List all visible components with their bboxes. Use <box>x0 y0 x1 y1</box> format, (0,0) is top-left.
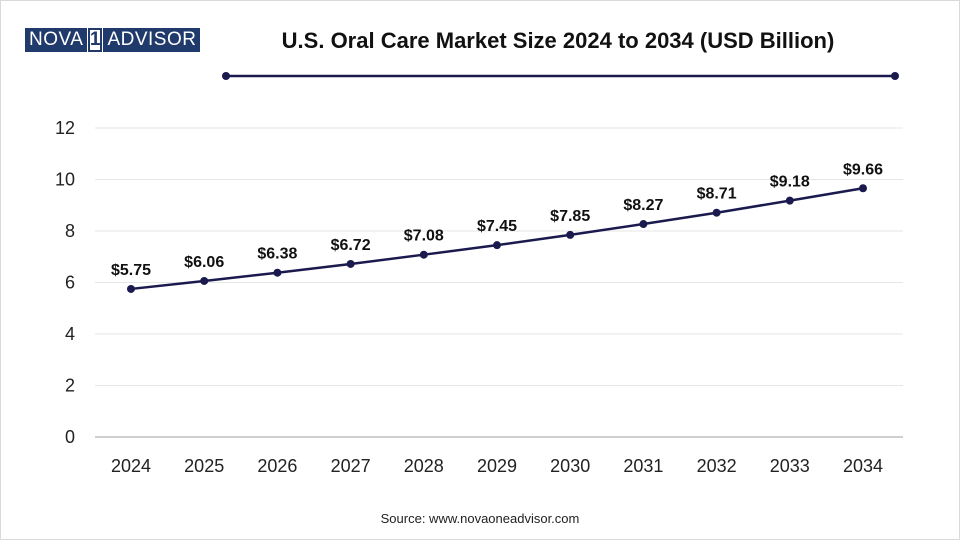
logo-text-left: NOVA <box>25 28 88 52</box>
x-tick-label: 2028 <box>404 456 444 476</box>
chart-title: U.S. Oral Care Market Size 2024 to 2034 … <box>281 28 835 53</box>
logo-text-right: ADVISOR <box>103 28 201 52</box>
x-tick-label: 2030 <box>550 456 590 476</box>
data-point <box>200 276 209 285</box>
data-point <box>493 241 501 250</box>
data-point <box>346 259 355 268</box>
data-label: $9.66 <box>843 161 883 178</box>
series-line <box>130 187 864 291</box>
logo-text-middle: 1 <box>88 28 103 52</box>
data-point <box>273 268 282 277</box>
data-point <box>127 284 135 293</box>
data-label: $8.27 <box>623 197 663 214</box>
x-tick-label: 2032 <box>697 456 737 476</box>
x-tick-label: 2027 <box>331 456 371 476</box>
data-label: $6.06 <box>184 254 224 271</box>
x-tick-label: 2031 <box>623 456 663 476</box>
y-tick-label: 4 <box>65 324 75 344</box>
data-point <box>785 196 794 205</box>
x-tick-label: 2033 <box>770 456 810 476</box>
brand-logo: NOVA 1 ADVISOR <box>25 28 201 52</box>
y-tick-label: 8 <box>65 221 75 241</box>
source-note: Source: www.novaoneadvisor.com <box>380 511 580 526</box>
x-tick-label: 2024 <box>111 456 151 476</box>
data-point <box>712 208 721 217</box>
y-tick-label: 12 <box>55 118 75 138</box>
y-tick-label: 2 <box>65 376 75 396</box>
data-label: $7.85 <box>550 208 590 225</box>
legend-marker-start <box>222 72 230 80</box>
y-tick-label: 10 <box>55 170 75 190</box>
x-tick-label: 2029 <box>477 456 517 476</box>
x-tick-label: 2026 <box>257 456 297 476</box>
x-tick-label: 2025 <box>184 456 224 476</box>
data-point <box>566 230 575 239</box>
legend-marker-end <box>891 72 899 80</box>
data-point <box>639 220 648 229</box>
data-label: $9.18 <box>770 174 810 191</box>
data-label: $5.75 <box>111 262 151 279</box>
y-tick-label: 0 <box>65 427 75 447</box>
data-label: $7.45 <box>477 218 517 235</box>
data-point <box>419 250 428 259</box>
x-tick-label: 2034 <box>843 456 883 476</box>
data-point <box>859 184 867 193</box>
data-label: $6.72 <box>331 237 371 254</box>
y-tick-label: 6 <box>65 273 75 293</box>
data-label: $8.71 <box>697 186 737 203</box>
data-label: $6.38 <box>257 246 297 263</box>
data-label: $7.08 <box>404 228 444 245</box>
